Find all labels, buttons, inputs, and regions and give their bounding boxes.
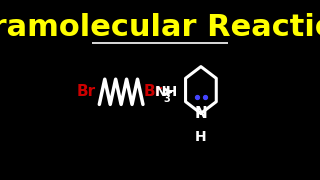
- Text: Br: Br: [77, 84, 96, 99]
- Text: Intramolecular Reactions: Intramolecular Reactions: [0, 13, 320, 42]
- Text: H: H: [195, 130, 207, 144]
- Text: 3: 3: [164, 94, 171, 104]
- Text: N: N: [195, 106, 207, 121]
- Text: Br: Br: [143, 84, 163, 99]
- Text: NH: NH: [155, 85, 179, 99]
